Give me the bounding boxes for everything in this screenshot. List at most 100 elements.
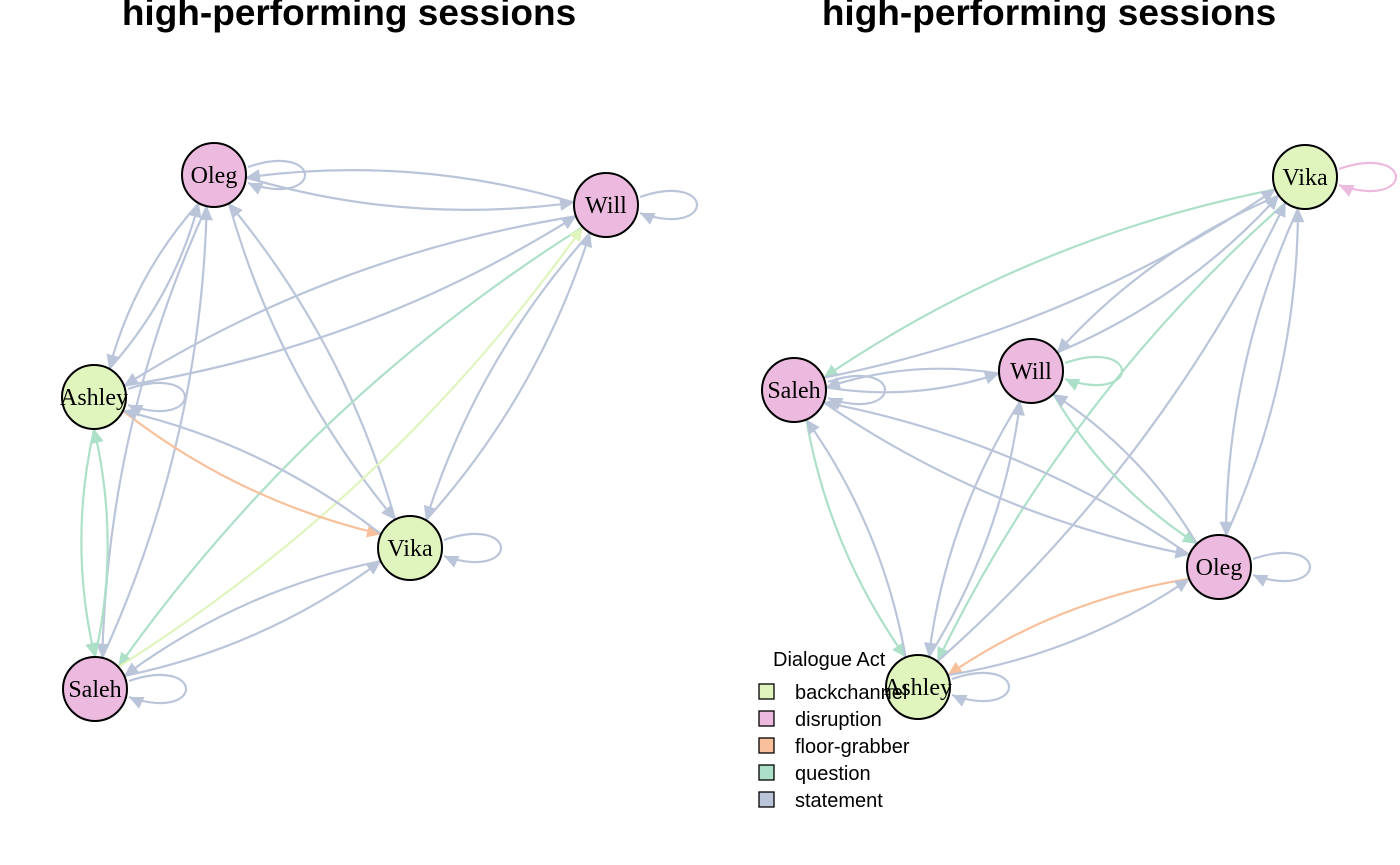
loop-arrowhead-will (1065, 378, 1081, 391)
legend-item-question: question (758, 763, 871, 785)
edge-ashley-to-vika-arrowhead (1273, 202, 1286, 218)
loop-edge-saleh (128, 673, 188, 705)
legend-label-question: question (795, 763, 871, 785)
edge-saleh-to-oleg-arrowhead (1174, 545, 1190, 559)
legend-title: Dialogue Act (773, 649, 886, 671)
edge-ashley-to-saleh-arrowhead (806, 419, 820, 435)
node-saleh-label: Saleh (68, 677, 121, 703)
edge-ashley-to-saleh (805, 418, 907, 658)
edge-will-to-saleh-arrowhead (118, 651, 132, 667)
loop-arrowhead-will (640, 212, 656, 225)
edge-vika-to-ashley (936, 201, 1287, 662)
edge-vika-to-oleg-arrowhead (228, 203, 243, 219)
node-oleg-circle (1186, 534, 1252, 600)
edge-ashley-to-vika (936, 202, 1287, 663)
edge-saleh-to-will (117, 226, 584, 668)
legend-swatch-statement (758, 791, 775, 808)
loop-arrowhead-oleg (248, 182, 264, 195)
panel-right-nodes: Vika Saleh Will Oleg Ashley (761, 144, 1338, 720)
edge-ashley-to-will (123, 215, 577, 387)
edge-oleg-to-ashley-arrowhead (106, 353, 120, 369)
edge-will-to-ashley (927, 400, 1022, 658)
loop-edge-ashley (951, 671, 1011, 703)
edge-saleh-to-ashley-arrowhead (892, 642, 906, 658)
edge-oleg-to-will-arrowhead (559, 198, 575, 211)
edge-oleg-to-will (1052, 393, 1198, 545)
node-saleh-label: Saleh (767, 378, 820, 404)
edge-oleg-to-saleh (823, 401, 1191, 556)
edge-oleg-to-saleh (101, 205, 208, 658)
edge-ashley-to-will-arrowhead (1012, 401, 1025, 416)
panel-right-edges (805, 161, 1398, 707)
node-oleg-circle (181, 142, 247, 208)
node-saleh-circle (62, 656, 128, 722)
edge-vika-to-will-arrowhead (1057, 337, 1072, 353)
node-oleg: Oleg (181, 142, 247, 208)
edge-ashley-to-oleg (108, 202, 200, 370)
legend-item-backchannel: backchannel (758, 682, 907, 704)
edge-will-to-vika (1056, 194, 1280, 354)
edge-will-to-saleh (117, 226, 584, 668)
node-will: Will (998, 338, 1064, 404)
edge-vika-to-oleg (228, 202, 397, 520)
edge-saleh-to-vika-arrowhead (1260, 189, 1276, 203)
edge-oleg-to-ashley-arrowhead (947, 661, 963, 676)
node-ashley-label: Ashley (884, 675, 952, 701)
panel-left-edges (80, 159, 699, 709)
loop-edge-saleh (827, 374, 887, 406)
edge-vika-to-ashley (122, 409, 382, 536)
edge-saleh-to-vika (123, 560, 382, 678)
edge-oleg-to-vika (227, 203, 396, 521)
edge-will-to-ashley-arrowhead (123, 372, 140, 386)
legend-swatch-question (758, 764, 775, 781)
node-vika-circle (377, 515, 443, 581)
edge-ashley-to-oleg-arrowhead (1174, 578, 1190, 593)
edge-will-to-saleh-arrowhead (825, 376, 842, 390)
edge-saleh-to-will-arrowhead (569, 227, 583, 243)
node-will-circle (998, 338, 1064, 404)
edge-will-to-oleg (1052, 393, 1198, 545)
edge-ashley-to-vika (122, 409, 382, 536)
legend-label-statement: statement (795, 790, 883, 812)
edge-vika-to-will (425, 232, 592, 521)
panel-left-nodes: Oleg Will Ashley Vika Saleh (60, 142, 639, 722)
legend-label-floor-grabber: floor-grabber (795, 736, 910, 758)
loop-edge-oleg (247, 159, 307, 191)
edge-saleh-to-oleg-arrowhead (199, 206, 213, 221)
loop-arrowhead-saleh (129, 696, 145, 709)
edge-ashley-to-will (927, 400, 1022, 658)
edge-saleh-to-ashley (805, 419, 907, 659)
legend-label-backchannel: backchannel (795, 682, 907, 704)
node-will: Will (573, 172, 639, 238)
node-vika-label: Vika (387, 536, 433, 562)
node-oleg-label: Oleg (1196, 555, 1243, 581)
node-oleg: Oleg (1186, 534, 1252, 600)
panel-title-right: high-performing sessions (821, 0, 1277, 33)
node-saleh-circle (761, 357, 827, 423)
edge-ashley-to-vika-arrowhead (366, 524, 382, 538)
edge-vika-to-will-arrowhead (579, 232, 593, 249)
edge-ashley-to-saleh (80, 428, 96, 658)
legend-swatch-disruption (758, 710, 775, 727)
edge-vika-to-saleh (822, 188, 1276, 379)
node-vika-label: Vika (1282, 165, 1328, 191)
loop-arrowhead-vika (1339, 184, 1355, 197)
legend-item-disruption: disruption (758, 709, 882, 731)
legend-swatch-floor-grabber (758, 737, 775, 754)
edge-will-to-ashley (123, 215, 577, 387)
loop-arrowhead-vika (444, 555, 460, 568)
node-saleh: Saleh (62, 656, 128, 722)
edge-oleg-to-ashley (947, 577, 1190, 677)
edge-vika-to-oleg-arrowhead (1219, 521, 1233, 536)
loop-edge-vika (1338, 161, 1398, 193)
edge-will-to-vika (424, 232, 591, 521)
edge-will-to-vika-arrowhead (423, 504, 437, 521)
node-vika: Vika (377, 515, 443, 581)
edge-saleh-to-oleg (101, 206, 208, 659)
legend-item-statement: statement (758, 790, 883, 812)
node-will-label: Will (1010, 359, 1052, 385)
edge-will-to-vika-arrowhead (1264, 195, 1279, 211)
panel-title-left: high-performing sessions (121, 0, 577, 33)
edge-saleh-to-vika-arrowhead (365, 561, 381, 575)
edge-will-to-oleg-arrowhead (1181, 530, 1197, 544)
